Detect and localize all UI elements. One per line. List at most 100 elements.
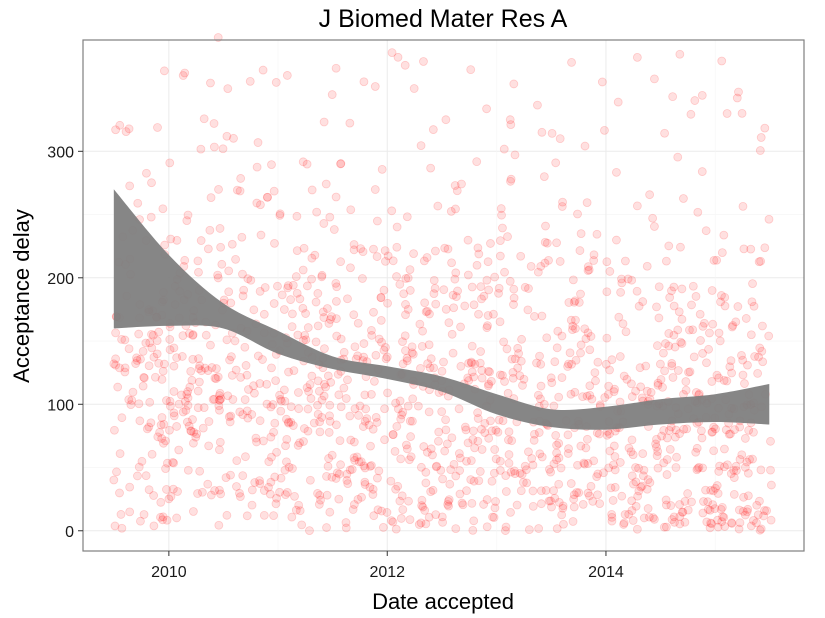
data-point [552,448,561,458]
data-point [270,472,280,482]
data-point [360,416,370,426]
data-point [528,501,538,511]
data-point [270,418,280,428]
data-point [679,424,689,434]
data-point [299,437,308,446]
data-point [636,482,646,492]
data-point [213,372,223,382]
data-point [679,194,688,203]
data-point [605,267,615,276]
data-point [695,309,705,319]
data-point [342,469,352,479]
data-point [311,297,321,307]
data-point [673,325,683,335]
data-point [405,515,415,525]
data-point [319,117,329,127]
data-point [521,465,531,475]
data-point [398,407,408,417]
data-point [483,257,493,267]
data-point [673,366,683,375]
data-point [422,447,432,457]
data-point [377,506,386,516]
data-point [183,401,193,410]
data-point [499,337,509,347]
data-point [568,275,578,285]
data-point [460,301,470,311]
data-point [727,518,737,528]
data-point [747,297,757,307]
data-point [374,466,384,476]
data-point [462,456,471,466]
data-point [605,446,615,456]
data-point [144,422,154,432]
data-point [295,506,305,516]
data-point [205,225,215,235]
data-point [388,517,398,527]
data-point [447,433,457,443]
data-point [446,465,456,475]
data-point [365,482,375,492]
data-point [554,392,564,402]
data-point [721,425,731,435]
data-point [125,181,135,191]
data-point [342,476,352,485]
data-point [383,298,392,308]
data-point [518,381,527,390]
data-point [508,367,518,377]
data-point [125,507,135,517]
data-point [628,450,638,460]
data-point [172,422,182,431]
data-point [313,289,323,298]
data-point [602,430,612,440]
data-point [731,466,741,475]
data-point [748,279,757,289]
data-point [186,366,196,376]
data-point [397,410,407,420]
data-point [552,238,561,248]
data-point [593,490,602,500]
data-point [661,495,671,505]
data-point [749,516,758,525]
data-point [758,357,768,367]
data-point [215,485,224,495]
data-point [541,221,550,231]
data-point [746,330,756,340]
data-point [589,256,599,265]
data-point [320,379,329,389]
data-point [712,481,722,490]
data-point [109,475,119,485]
data-point [546,496,556,506]
data-point [463,235,473,245]
data-point [737,351,746,360]
data-point [149,352,159,362]
data-point [368,484,378,494]
data-point [498,223,507,233]
data-point [749,427,758,437]
data-point [331,278,341,288]
data-point [539,172,549,182]
data-point [566,315,576,325]
data-point [699,318,709,328]
data-point [256,200,265,210]
data-point [469,516,479,526]
data-point [197,487,207,497]
data-point [436,465,446,475]
data-point [473,408,483,418]
data-point [661,500,671,510]
data-point [648,513,658,523]
data-point [743,504,753,514]
data-point [358,247,368,257]
data-point [463,438,473,448]
data-point [388,430,398,439]
data-point [350,342,360,352]
data-point [259,309,269,319]
data-point [536,499,546,509]
data-point [534,524,544,533]
data-point [512,500,522,510]
data-point [230,336,240,346]
data-point [307,185,317,195]
data-point [419,442,429,451]
data-point [178,71,188,80]
data-point [766,436,775,446]
data-point [271,78,281,87]
